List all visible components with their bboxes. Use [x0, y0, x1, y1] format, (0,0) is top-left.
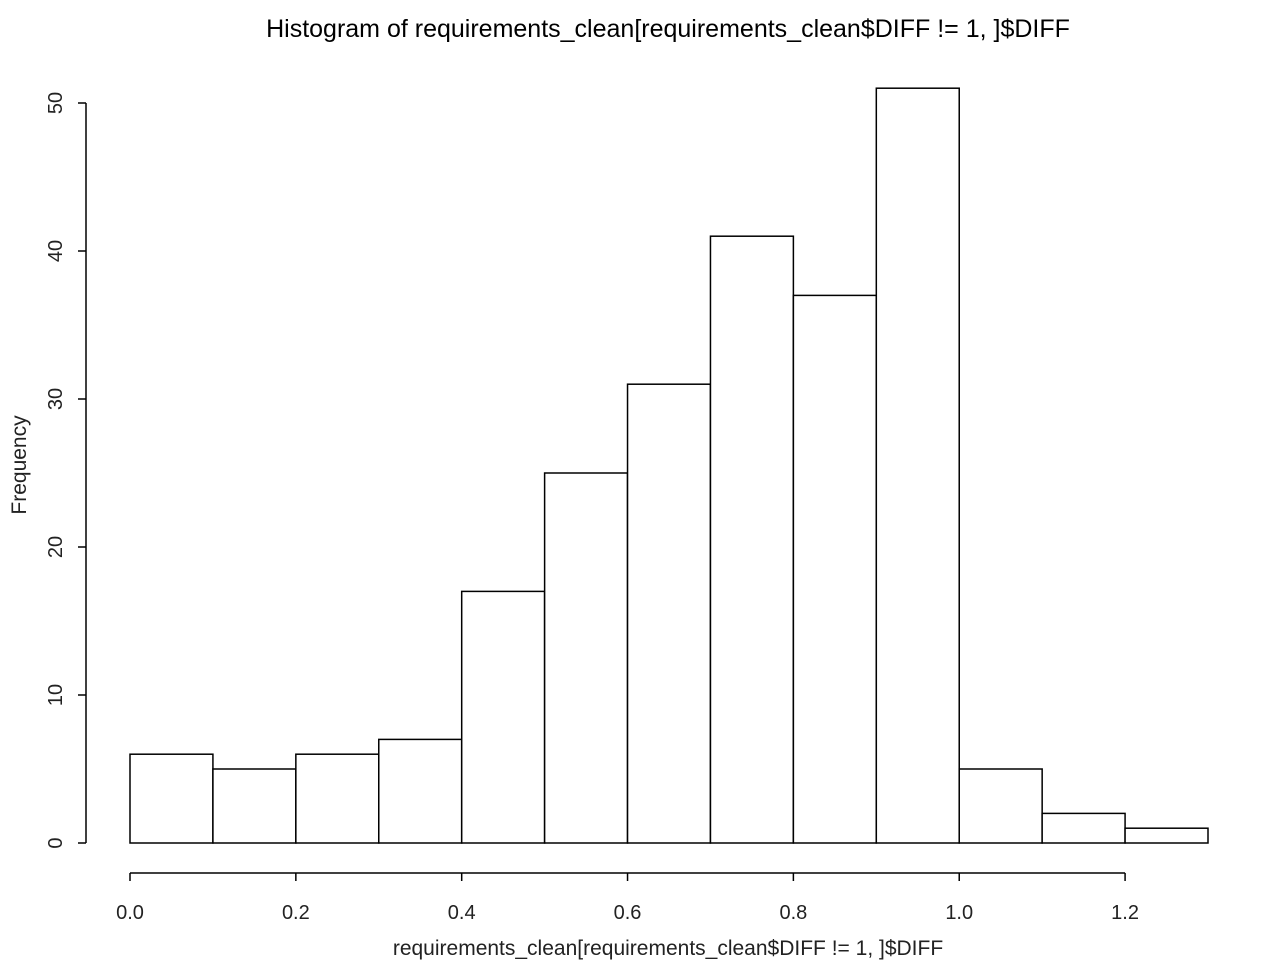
y-axis: 0 10 20 30 40 50 [45, 92, 87, 849]
histogram-bar [543, 472, 629, 844]
histogram-bar [875, 87, 960, 844]
x-tick-label: 1.0 [945, 902, 973, 924]
histogram-bar [792, 294, 878, 844]
x-tick-label: 0.2 [282, 902, 310, 924]
histogram-bar [626, 383, 712, 844]
histogram-bars [129, 87, 1209, 844]
x-tick-label: 0.4 [448, 902, 476, 924]
histogram-bar [212, 768, 297, 844]
x-tick-label: 0.8 [779, 902, 807, 924]
y-tick-label: 40 [45, 240, 67, 262]
x-tick-label: 0.0 [116, 902, 144, 924]
histogram-bar [958, 768, 1043, 844]
x-tick-label: 1.2 [1111, 902, 1139, 924]
histogram-bar [709, 235, 795, 844]
histogram-bar [129, 753, 214, 844]
x-axis-label: requirements_clean[requirements_clean$DI… [393, 937, 943, 960]
y-axis-label: Frequency [8, 415, 31, 515]
y-tick-label: 30 [45, 388, 67, 410]
chart-title: Histogram of requirements_clean[requirem… [266, 15, 1070, 43]
y-tick-label: 10 [45, 684, 67, 706]
y-tick-label: 50 [45, 92, 67, 114]
histogram-bar [378, 738, 463, 844]
histogram-bar [460, 590, 546, 844]
x-axis: 0.0 0.2 0.4 0.6 0.8 1.0 1.2 [116, 872, 1139, 924]
x-tick-label: 0.6 [614, 902, 642, 924]
histogram-bar [1124, 827, 1209, 844]
histogram-bar [295, 753, 380, 844]
y-tick-label: 0 [45, 837, 67, 848]
y-tick-label: 20 [45, 536, 67, 558]
histogram-bar [1041, 812, 1126, 844]
